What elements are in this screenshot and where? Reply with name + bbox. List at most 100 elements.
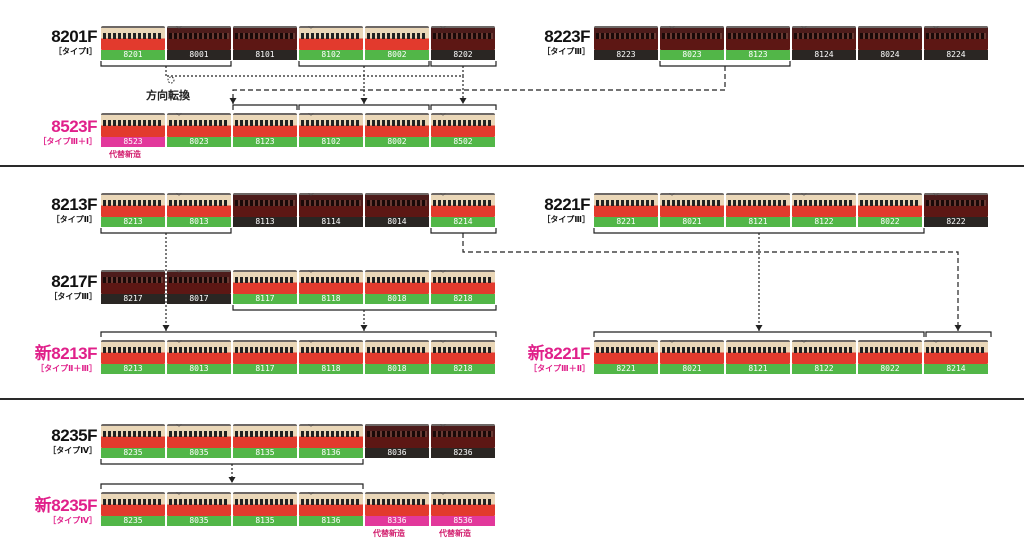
- train-car: ◇: [792, 26, 856, 50]
- train-car: ◇: [167, 26, 231, 50]
- car-roof: [858, 193, 922, 195]
- train-car: ◇: [299, 424, 363, 448]
- car-number: 8021: [660, 364, 724, 374]
- car-number: 8118: [299, 294, 363, 304]
- car-roof: [660, 340, 724, 342]
- train-car: [365, 113, 429, 137]
- group-bracket: [232, 305, 497, 311]
- train-car: ◇: [792, 340, 856, 364]
- pantograph-icon: ◇: [308, 492, 314, 496]
- car-number: 8135: [233, 448, 297, 458]
- pantograph-icon: ◇: [933, 26, 939, 30]
- car-number: 8235: [101, 448, 165, 458]
- car-roof: [726, 193, 790, 195]
- car-number: 8217: [101, 294, 165, 304]
- train-car: ◇: [299, 193, 363, 217]
- car-number: 8023: [660, 50, 724, 60]
- car-number: 8014: [365, 217, 429, 227]
- car-roof: [167, 193, 231, 195]
- car-windows: [860, 200, 920, 206]
- car-roof: [233, 26, 297, 28]
- train-car: ◇: [299, 492, 363, 516]
- pantograph-icon: ◇: [440, 113, 446, 117]
- turnaround-icon: [167, 76, 175, 84]
- formation-type: ［タイプⅢ］: [542, 215, 590, 224]
- car-windows: [728, 33, 788, 39]
- car-roof: [365, 424, 429, 426]
- formation-name: 8213F: [51, 195, 97, 214]
- replacement-note: 代替新造: [109, 150, 141, 159]
- car-roof: [233, 424, 297, 426]
- car-windows: [301, 347, 361, 353]
- train-car: ◇: [924, 26, 988, 50]
- car-roof: [431, 113, 495, 115]
- car-number: 8223: [594, 50, 658, 60]
- car-roof: [299, 340, 363, 342]
- car-number: 8201: [101, 50, 165, 60]
- group-bracket: [232, 104, 298, 110]
- car-number: 8022: [858, 217, 922, 227]
- train-car: [101, 193, 165, 217]
- formation-name: 新8235F: [34, 496, 98, 515]
- train-car: [594, 340, 658, 364]
- car-number: 8214: [431, 217, 495, 227]
- replacement-note: 代替新造: [373, 529, 405, 538]
- train-car: ◇: [431, 492, 495, 516]
- pantograph-icon: ◇: [176, 492, 182, 496]
- car-number: 8235: [101, 516, 165, 526]
- car-roof: [167, 26, 231, 28]
- car-number: 8018: [365, 294, 429, 304]
- train-car: ◇: [431, 113, 495, 137]
- train-car: [101, 26, 165, 50]
- car-number: 8117: [233, 294, 297, 304]
- car-number: 8523: [101, 137, 165, 147]
- car-number: 8336: [365, 516, 429, 526]
- car-roof: [858, 340, 922, 342]
- train-car: [233, 492, 297, 516]
- group-bracket: [100, 228, 232, 234]
- car-number: 8002: [365, 50, 429, 60]
- train-car: [101, 340, 165, 364]
- train-car: ◇: [792, 193, 856, 217]
- pantograph-icon: ◇: [669, 193, 675, 197]
- pantograph-icon: ◇: [176, 113, 182, 117]
- train-car: [365, 193, 429, 217]
- car-number: 8117: [233, 364, 297, 374]
- car-windows: [662, 33, 722, 39]
- arrow-head-icon: [360, 325, 368, 331]
- group-bracket: [659, 61, 791, 67]
- car-number: 8213: [101, 364, 165, 374]
- car-windows: [103, 347, 163, 353]
- train-car: ◇: [924, 340, 988, 364]
- group-bracket: [430, 228, 497, 234]
- train-car: ◇: [299, 270, 363, 294]
- transfer-arrow: [232, 66, 726, 104]
- car-number: 8502: [431, 137, 495, 147]
- car-roof: [167, 492, 231, 494]
- car-number: 8122: [792, 217, 856, 227]
- car-number: 8013: [167, 217, 231, 227]
- train-car: ◇: [299, 113, 363, 137]
- car-roof: [101, 424, 165, 426]
- car-roof: [792, 193, 856, 195]
- train-car: [594, 193, 658, 217]
- car-roof: [431, 26, 495, 28]
- car-roof: [167, 270, 231, 272]
- car-roof: [233, 193, 297, 195]
- formation-name: 8235F: [51, 426, 97, 445]
- formation-type: ［タイプⅢ＋Ⅰ］: [38, 137, 97, 146]
- train-car: ◇: [167, 193, 231, 217]
- car-windows: [367, 33, 427, 39]
- car-roof: [431, 193, 495, 195]
- car-number: 8218: [431, 294, 495, 304]
- train-car: [726, 340, 790, 364]
- transfer-line: [166, 66, 464, 77]
- train-car: [365, 270, 429, 294]
- car-windows: [596, 200, 656, 206]
- car-windows: [367, 277, 427, 283]
- formation-type: ［タイプⅠ］: [54, 47, 97, 56]
- train-car: [233, 26, 297, 50]
- car-roof: [858, 26, 922, 28]
- car-roof: [660, 193, 724, 195]
